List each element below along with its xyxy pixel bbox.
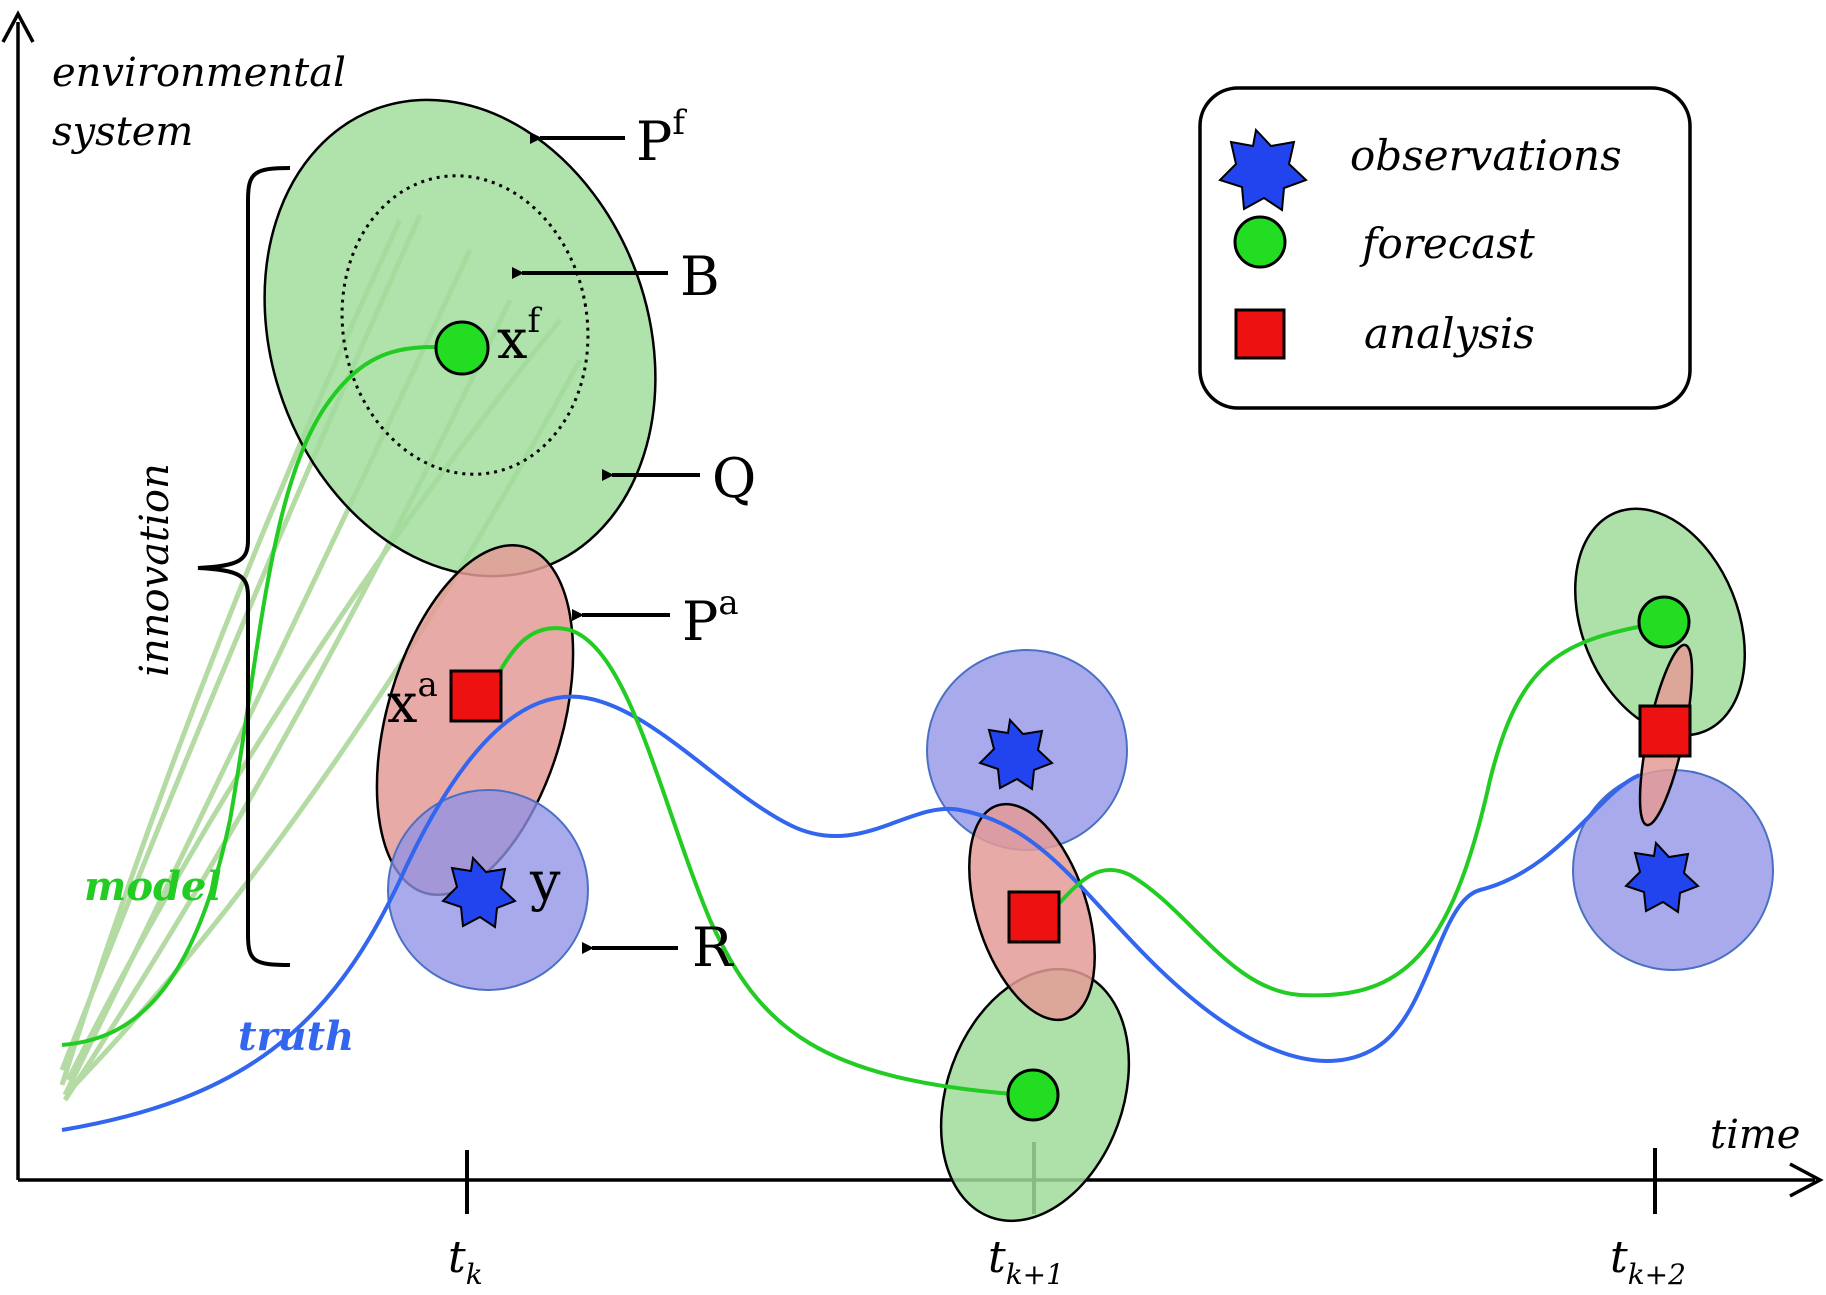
legend-forecast-icon	[1233, 215, 1287, 269]
forecast-trajectory-tk1-tk2	[1053, 620, 1665, 998]
forecast-point-tk1	[1006, 1068, 1060, 1122]
y-axis-arrowhead	[1, 10, 35, 43]
tick-label-tk2: tk+2	[1610, 1232, 1686, 1290]
x-axis-label: time	[1710, 1112, 1800, 1158]
innovation-brace	[197, 166, 291, 967]
legend-analysis-label: analysis	[1364, 309, 1535, 358]
model-curve	[61, 345, 463, 1047]
x-axis-arrowhead	[1789, 1162, 1824, 1198]
y-axis-label-line2: system	[52, 109, 193, 155]
label-Pf: Pf	[636, 103, 687, 173]
tick-label-tk: tk	[448, 1232, 483, 1290]
analysis-point-tk1	[1007, 890, 1061, 944]
legend-observations-icon	[1218, 127, 1308, 212]
tick-label-tk1: tk+1	[988, 1232, 1064, 1290]
legend-forecast-label: forecast	[1359, 219, 1535, 268]
truth-curve	[61, 694, 1641, 1132]
truth-label: truth	[238, 1013, 354, 1060]
background-covariance-B	[340, 174, 590, 476]
legend-analysis-icon	[1234, 308, 1286, 360]
label-R: R	[692, 916, 734, 979]
label-xa: xa	[387, 665, 438, 735]
legend: observations forecast analysis	[1198, 86, 1692, 410]
label-Q: Q	[712, 447, 756, 510]
analysis-point-tk2	[1638, 704, 1692, 758]
innovation-label: innovation	[132, 463, 178, 677]
label-y: y	[529, 850, 561, 913]
label-B: B	[680, 245, 720, 308]
model-label: model	[84, 863, 222, 910]
label-xf: xf	[497, 301, 542, 371]
observation-star-tk2	[1624, 840, 1700, 914]
legend-observations-label: observations	[1350, 131, 1622, 180]
legend-box	[1198, 86, 1692, 410]
forecast-point-xf	[434, 320, 490, 376]
label-Pa: Pa	[682, 583, 739, 653]
y-axis-label-line1: environmental	[52, 50, 346, 96]
observation-star-y	[441, 855, 517, 929]
forecast-point-tk2	[1637, 595, 1691, 649]
analysis-point-xa	[449, 669, 503, 723]
observation-star-tk1	[978, 717, 1054, 791]
forecast-trajectory-tk-tk1	[488, 626, 1026, 1097]
